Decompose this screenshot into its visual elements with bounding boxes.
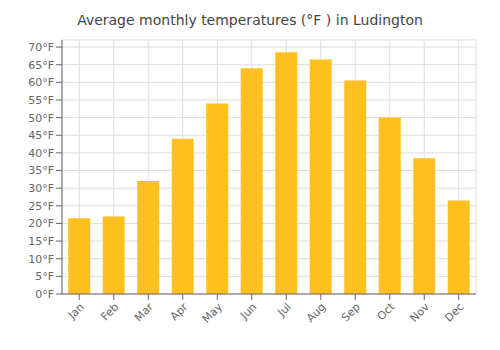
html-text:Average monthly temperatures (: Average monthly temperatures (°F ) in Lu… (77, 12, 423, 28)
svg-text:May: May (200, 300, 226, 326)
svg-text:Nov: Nov (408, 300, 433, 325)
svg-text:Aug: Aug (304, 300, 328, 324)
svg-text:30°F: 30°F (28, 182, 54, 195)
svg-text:Jun: Jun (237, 300, 259, 322)
svg-text:15°F: 15°F (28, 235, 54, 248)
svg-text:25°F: 25°F (28, 200, 54, 213)
svg-text:5°F: 5°F (35, 270, 54, 283)
svg-text:Jul: Jul (275, 300, 294, 319)
svg-text:Oct: Oct (375, 300, 398, 323)
svg-text:65°F: 65°F (28, 59, 54, 72)
svg-text:45°F: 45°F (28, 129, 54, 142)
svg-text:Dec: Dec (442, 300, 466, 324)
svg-text:Feb: Feb (98, 300, 121, 323)
svg-text:Jan: Jan (65, 300, 87, 322)
svg-text:50°F: 50°F (28, 112, 54, 125)
svg-text:20°F: 20°F (28, 217, 54, 230)
svg-text:55°F: 55°F (28, 94, 54, 107)
svg-text:35°F: 35°F (28, 164, 54, 177)
svg-text:40°F: 40°F (28, 147, 54, 160)
svg-text:Apr: Apr (168, 300, 191, 323)
svg-text:70°F: 70°F (28, 41, 54, 54)
svg-text:Sep: Sep (339, 300, 363, 324)
svg-text:60°F: 60°F (28, 76, 54, 89)
svg-text:10°F: 10°F (28, 253, 54, 266)
svg-text:Mar: Mar (132, 300, 156, 324)
svg-text:0°F: 0°F (35, 288, 54, 301)
